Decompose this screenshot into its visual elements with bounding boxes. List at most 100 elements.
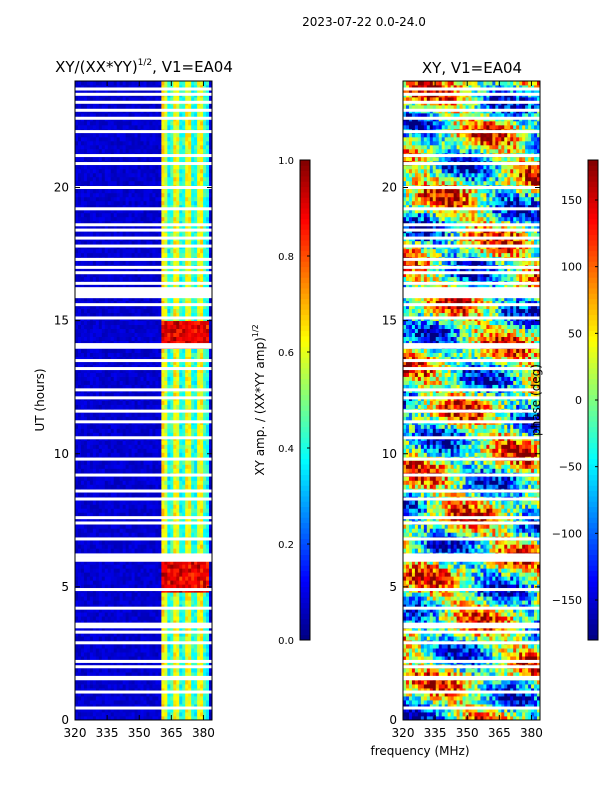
heat-cell	[197, 376, 201, 381]
heat-cell	[149, 692, 153, 697]
heat-cell	[83, 404, 88, 409]
heat-cell	[98, 608, 103, 613]
heat-cell	[191, 416, 195, 421]
heat-cell	[134, 544, 138, 549]
heat-cell	[86, 368, 91, 373]
heat-cell	[164, 400, 168, 405]
heat-cell	[101, 312, 106, 318]
heat-cell	[137, 384, 141, 389]
heat-cell	[155, 708, 159, 713]
heat-cell	[209, 612, 213, 617]
heat-cell	[143, 508, 147, 513]
heat-cell	[131, 544, 135, 549]
heat-cell	[203, 716, 207, 721]
heat-cell	[116, 416, 121, 421]
heat-cell	[200, 296, 204, 302]
heat-cell	[92, 400, 97, 405]
heat-cell	[167, 704, 171, 709]
heat-cell	[98, 304, 103, 310]
heat-cell	[209, 440, 213, 445]
heat-cell	[101, 296, 106, 302]
heat-cell	[161, 592, 165, 597]
heat-cell	[131, 412, 135, 417]
heat-cell	[149, 300, 153, 306]
heat-cell	[164, 328, 168, 333]
heat-cell	[122, 620, 127, 625]
heat-cell	[140, 628, 144, 633]
heat-cell	[80, 444, 85, 449]
heat-cell	[92, 308, 97, 314]
heat-cell	[104, 576, 109, 581]
heat-cell	[191, 424, 195, 429]
heat-cell	[191, 708, 195, 713]
heat-cell	[104, 348, 109, 353]
heat-cell	[158, 380, 162, 385]
heat-cell	[194, 432, 198, 437]
heat-cell	[161, 656, 165, 661]
heat-cell	[113, 428, 118, 433]
heat-cell	[206, 632, 210, 637]
heat-cell	[203, 596, 207, 601]
heat-cell	[188, 620, 192, 625]
heat-cell	[140, 620, 144, 625]
heat-cell	[197, 444, 201, 449]
heat-cell	[89, 424, 94, 429]
heat-cell	[185, 712, 189, 717]
heat-cell	[77, 708, 82, 713]
heat-cell	[116, 340, 121, 345]
heat-cell	[86, 704, 91, 709]
heat-cell	[176, 440, 180, 445]
heat-cell	[140, 324, 144, 330]
heat-cell	[182, 332, 186, 337]
heat-cell	[194, 412, 198, 417]
heat-cell	[95, 492, 100, 497]
heat-cell	[173, 560, 177, 565]
heat-cell	[92, 652, 97, 657]
heat-cell	[95, 348, 100, 353]
heat-cell	[107, 524, 112, 529]
heat-cell	[149, 652, 153, 657]
heat-cell	[164, 612, 168, 617]
heat-cell	[131, 656, 135, 661]
heat-cell	[188, 600, 192, 605]
heat-cell	[149, 684, 153, 689]
heat-cell	[170, 712, 174, 717]
heat-cell	[164, 340, 168, 345]
heat-cell	[185, 308, 189, 314]
heat-cell	[128, 668, 132, 673]
heat-cell	[170, 356, 174, 361]
heat-cell	[80, 440, 85, 445]
heat-cell	[104, 692, 109, 697]
heat-cell	[173, 652, 177, 657]
heat-cell	[158, 352, 162, 357]
heat-cell	[206, 604, 210, 609]
heat-cell	[110, 368, 115, 373]
heat-cell	[143, 368, 147, 373]
heat-cell	[122, 668, 127, 673]
heat-cell	[125, 380, 130, 385]
heat-cell	[89, 476, 94, 481]
heat-cell	[200, 412, 204, 417]
heat-cell	[182, 364, 186, 369]
heat-cell	[152, 452, 156, 457]
heat-cell	[89, 652, 94, 657]
heat-cell	[182, 580, 186, 585]
heat-cell	[167, 708, 171, 713]
heat-cell	[131, 540, 135, 545]
heat-cell	[176, 628, 180, 633]
heat-cell	[146, 548, 150, 553]
heat-cell	[161, 328, 165, 333]
heat-cell	[146, 404, 150, 409]
heat-cell	[206, 484, 210, 489]
heat-cell	[161, 628, 165, 633]
heat-cell	[191, 668, 195, 673]
heat-cell	[101, 692, 106, 697]
heat-cell	[200, 700, 204, 705]
heat-cell	[107, 464, 112, 469]
heat-cell	[146, 500, 150, 505]
heat-cell	[164, 484, 168, 489]
heat-cell	[128, 476, 132, 481]
heat-cell	[143, 688, 147, 693]
heat-cell	[191, 596, 195, 601]
heat-cell	[131, 700, 135, 705]
